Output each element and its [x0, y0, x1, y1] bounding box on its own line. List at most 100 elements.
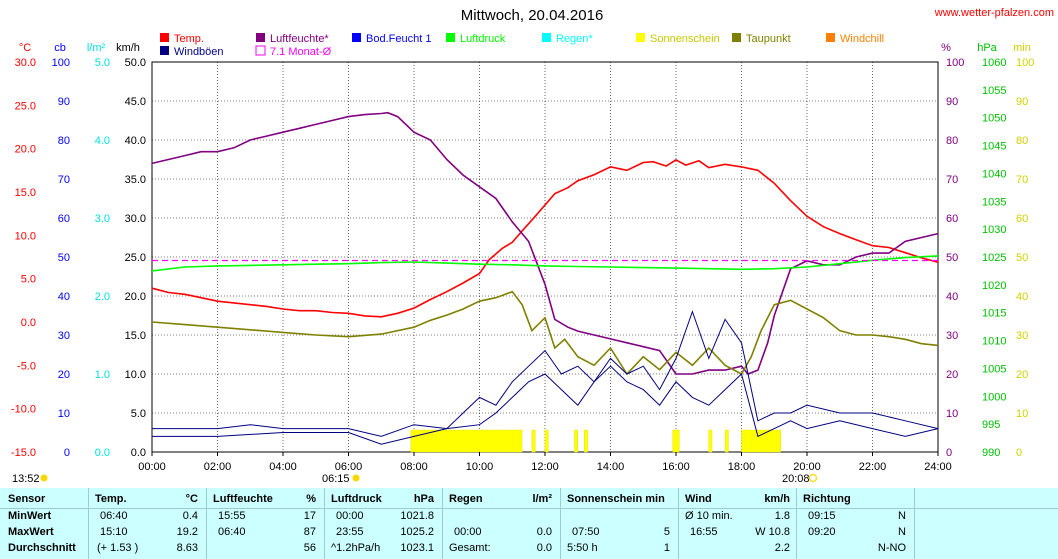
legend-swatch	[352, 33, 361, 42]
sunshine-bar	[708, 429, 713, 453]
stats-avg-hum: 56	[303, 542, 316, 554]
legend-swatch	[826, 33, 835, 42]
axis-tick-label: -15.0	[11, 447, 36, 459]
sunshine-bar	[410, 429, 523, 453]
axis-tick-label: 60	[1016, 213, 1028, 225]
axis-tick-label: 995	[982, 419, 1000, 431]
axis-tick-label: 20	[946, 369, 958, 381]
stats-col-sep	[442, 488, 443, 559]
stats-min-press: 1021.8	[400, 510, 434, 522]
axis-tick-label: 1000	[982, 391, 1006, 403]
x-tick-label: 06:00	[335, 461, 363, 473]
legend-swatch	[636, 33, 645, 42]
stats-max-press-time: 23:55	[336, 526, 364, 538]
stats-avg-temp-trend: (+ 1.53 )	[97, 542, 139, 554]
axis-tick-label: 1045	[982, 141, 1006, 153]
axis-tick-label: 20.0	[15, 144, 36, 156]
sunshine-bar	[584, 429, 588, 453]
axis-tick-label: -5.0	[17, 360, 36, 372]
x-tick-label: 24:00	[924, 461, 952, 473]
stats-min-hum: 17	[303, 510, 316, 522]
stats-col-sep	[678, 488, 679, 559]
axis-tick-label: 1030	[982, 224, 1006, 236]
legend-label: Luftdruck	[460, 33, 506, 45]
axis-tick-label: 20	[58, 369, 70, 381]
legend-swatch	[256, 33, 265, 42]
axis-tick-label: 90	[1016, 96, 1028, 108]
axis-tick-label: 1025	[982, 252, 1006, 264]
stats-header-temp: Temp.	[95, 493, 127, 505]
axis-tick-label: 100	[1016, 57, 1034, 69]
axis-tick-label: 990	[982, 447, 1000, 459]
stats-min-temp-time: 06:40	[100, 510, 128, 522]
axis-tick-label: 0	[946, 447, 952, 459]
x-tick-label: 18:00	[728, 461, 756, 473]
stats-max-dir: N	[898, 526, 906, 538]
x-tick-label: 14:00	[597, 461, 625, 473]
chart-title: Mittwoch, 20.04.2016	[461, 7, 604, 24]
stats-divider	[0, 508, 1058, 509]
sunshine-bar	[672, 429, 680, 453]
axis-tick-label: 50	[58, 252, 70, 264]
stats-max-temp: 19.2	[176, 526, 198, 538]
stats-min-dir-time: 09:15	[808, 510, 836, 522]
series-line-taupunkt	[151, 290, 939, 376]
stats-header-pressure: Luftdruck	[331, 493, 382, 505]
series-line-wind	[152, 365, 939, 445]
axis-tick-label: 1035	[982, 196, 1006, 208]
stats-avg-wind: 2.2	[774, 542, 790, 554]
axis-tick-label: 100	[946, 57, 964, 69]
stats-header-wind-unit: km/h	[764, 493, 790, 505]
axis-tick-label: 5.0	[21, 274, 36, 286]
stats-min-wind-label: Ø 10 min.	[685, 510, 733, 522]
sunshine-bars	[410, 429, 781, 453]
stats-min-wind: 1.8	[774, 510, 790, 522]
axis-tick-label: 20.0	[125, 291, 146, 303]
axis-tick-label: 50	[946, 252, 958, 264]
x-tick-label: 02:00	[204, 461, 232, 473]
website-link[interactable]: www.wetter-pfalzen.com	[934, 7, 1054, 19]
stats-header-rain: Regen	[449, 493, 483, 505]
stats-min-label: MinWert	[8, 510, 52, 522]
stats-header-sunshine: Sonnenschein min	[567, 493, 665, 505]
axis-tick-label: 4.0	[95, 135, 110, 147]
stats-header-humidity: Luftfeuchte	[213, 493, 273, 505]
sunshine-bar	[531, 429, 536, 453]
axis-tick-label: 0	[64, 447, 70, 459]
weather-chart: Mittwoch, 20.04.2016 www.wetter-pfalzen.…	[11, 7, 1054, 485]
axis-tick-label: 100	[52, 57, 70, 69]
stats-header-sensor: Sensor	[8, 493, 46, 505]
axis-tick-label: 5.0	[131, 408, 146, 420]
stats-col-sep	[560, 488, 561, 559]
stats-header-humidity-unit: %	[306, 493, 316, 505]
legend-label: Taupunkt	[746, 33, 791, 45]
axis-tick-label: 5.0	[95, 57, 110, 69]
axis-tick-label: 10.0	[125, 369, 146, 381]
stats-header-wind: Wind	[685, 493, 712, 505]
axis-tick-label: 80	[946, 135, 958, 147]
sunshine-bar	[741, 429, 781, 453]
axis-tick-label: 1055	[982, 85, 1006, 97]
legend-label: Luftfeuchte*	[270, 33, 329, 45]
legend-swatch	[160, 33, 169, 42]
stats-col-sep	[88, 488, 89, 559]
axis-tick-label: 30	[946, 330, 958, 342]
axis-tick-label: 1010	[982, 336, 1006, 348]
stats-avg-press-trend: ^1.2hPa/h	[331, 542, 381, 554]
axis-tick-label: 1005	[982, 363, 1006, 375]
axis-tick-label: 1015	[982, 308, 1006, 320]
legend-label: Bod.Feucht 1	[366, 33, 431, 45]
stats-max-temp-time: 15:10	[100, 526, 128, 538]
stats-header-direction: Richtung	[803, 493, 851, 505]
stats-col-sep	[796, 488, 797, 559]
sunshine-bar	[574, 429, 578, 453]
axis-tick-label: 80	[58, 135, 70, 147]
series-line-luftfeuchte	[151, 111, 939, 375]
axis-unit-label: l/m²	[87, 42, 106, 54]
sunrise-icon	[352, 474, 360, 482]
axis-tick-label: 1040	[982, 168, 1006, 180]
axis-tick-label: 35.0	[125, 174, 146, 186]
axis-tick-label: 50	[1016, 252, 1028, 264]
axis-tick-label: 40	[58, 291, 70, 303]
legend-swatch	[446, 33, 455, 42]
